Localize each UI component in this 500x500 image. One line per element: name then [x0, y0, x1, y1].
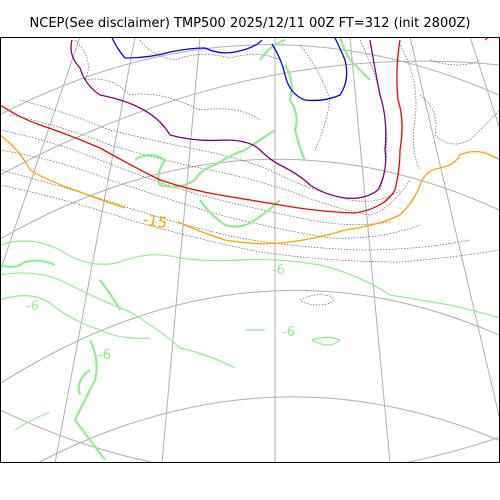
coastlines	[0, 39, 500, 306]
contour-label-minus15: -15	[141, 210, 168, 232]
isotherm-minus33	[111, 37, 348, 102]
isotherm-minus6-thick	[0, 37, 371, 461]
isotherm-minus27	[70, 39, 387, 199]
contour-label-minus6-a: -6	[272, 263, 285, 278]
graticule-meridians	[0, 37, 500, 463]
isotherm-minus21	[0, 37, 490, 214]
isotherm-minus15	[0, 134, 500, 245]
graticule-latitudes	[0, 44, 500, 463]
contour-label-minus6-d: -6	[282, 325, 295, 340]
isotherm-minus6	[0, 240, 500, 431]
contour-label-minus6-b: -6	[26, 299, 39, 314]
chart-title: NCEP(See disclaimer) TMP500 2025/12/11 0…	[29, 16, 471, 31]
contour-label-minus6-c: -6	[98, 348, 111, 363]
